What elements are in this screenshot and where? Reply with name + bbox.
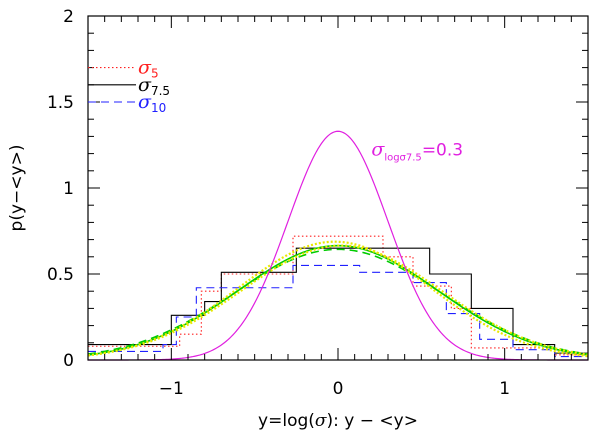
x-tick-label: 1	[499, 379, 510, 399]
annotation-symbol: σ	[371, 138, 385, 160]
legend-subscript: 10	[151, 101, 166, 115]
smooth-fit-curve	[87, 244, 589, 357]
y-tick-label: 1	[63, 179, 74, 199]
x-axis-label-pre: y=log(	[258, 411, 315, 431]
legend-entry: σ7.5	[138, 74, 170, 98]
legend-subscript: 7.5	[151, 84, 170, 98]
histogram-step	[88, 235, 588, 356]
annotation-subscript: logσ7.5	[384, 152, 422, 163]
annotation-value: =0.3	[422, 140, 463, 160]
y-tick-label: 1.5	[47, 93, 74, 113]
x-axis-label-post: ): y − <y>	[327, 411, 418, 431]
smooth-fit-curve	[87, 240, 589, 358]
smooth-fit-curve	[87, 248, 589, 355]
y-tick-label: 0	[63, 351, 74, 371]
annotation-sigma-log: σlogσ7.5=0.3	[371, 138, 463, 163]
y-axis-label: p(y−<y>)	[7, 145, 27, 232]
x-axis-label: y=log(σ): y − <y>	[258, 411, 418, 431]
y-tick-label: 0.5	[47, 265, 74, 285]
x-tick-label: 0	[333, 379, 344, 399]
legend-symbol: σ	[138, 57, 152, 79]
legend-symbol: σ	[138, 91, 152, 113]
legend-symbol: σ	[138, 74, 152, 96]
y-tick-label: 2	[63, 7, 74, 27]
legend-entry: σ5	[138, 57, 159, 81]
legend-entry: σ10	[138, 91, 166, 115]
x-tick-label: −1	[159, 379, 184, 399]
x-axis-label-sigma: σ	[315, 411, 327, 431]
legend-subscript: 5	[151, 67, 159, 81]
